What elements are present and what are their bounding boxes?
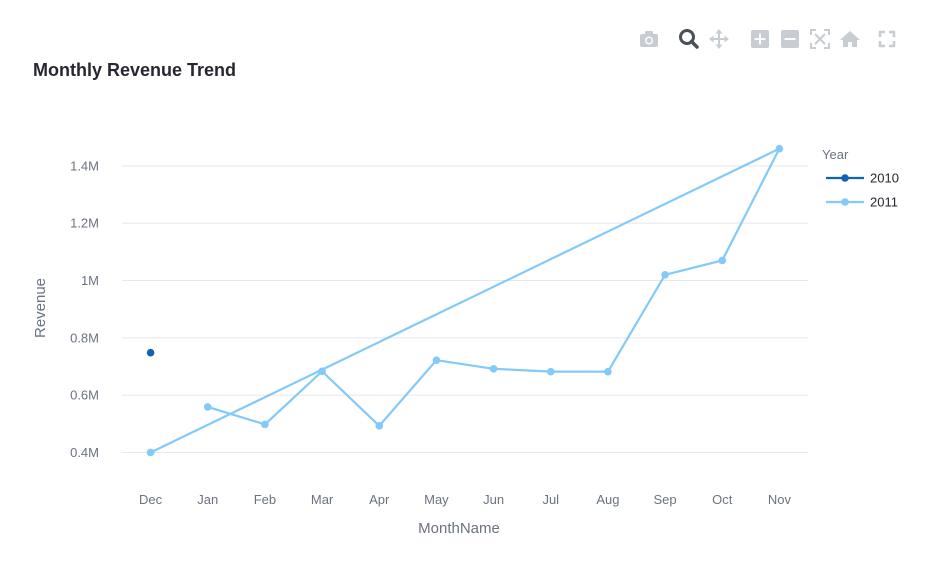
legend-item-2010[interactable]: 2010: [826, 171, 899, 186]
data-point[interactable]: [489, 364, 498, 373]
x-tick-label: Mar: [311, 492, 334, 507]
zoom-icon[interactable]: [676, 26, 702, 52]
series-2011: [146, 144, 784, 457]
y-tick-label: 1.4M: [70, 158, 99, 173]
data-point[interactable]: [718, 256, 727, 265]
series-line: [150, 147, 781, 454]
legend-marker: [841, 174, 849, 182]
y-tick-label: 0.8M: [70, 330, 99, 345]
reset-axes-icon[interactable]: [837, 26, 863, 52]
x-axis-title: MonthName: [418, 520, 500, 537]
x-tick-label: Oct: [712, 492, 733, 507]
y-tick-label: 1.2M: [70, 216, 99, 231]
data-point[interactable]: [261, 420, 269, 429]
x-tick-label: Jul: [542, 492, 559, 507]
x-tick-label: Aug: [596, 492, 619, 507]
data-point[interactable]: [432, 356, 441, 364]
x-tick-label: May: [424, 492, 449, 507]
legend-title: Year: [822, 147, 849, 162]
data-point[interactable]: [604, 367, 612, 376]
series-2010: [146, 348, 155, 357]
legend-label: 2010: [870, 171, 899, 186]
legend-marker: [841, 198, 849, 206]
y-tick-label: 0.4M: [70, 445, 99, 460]
data-point[interactable]: [318, 367, 326, 376]
chart-title: Monthly Revenue Trend: [33, 60, 237, 80]
zoom-out-icon[interactable]: [777, 26, 803, 52]
pan-icon[interactable]: [706, 26, 732, 52]
legend-item-2011[interactable]: 2011: [826, 195, 898, 210]
x-tick-label: Nov: [768, 492, 792, 507]
x-tick-label: Jan: [197, 492, 218, 507]
y-axis-title: Revenue: [32, 278, 49, 338]
x-tick-label: Feb: [254, 492, 276, 507]
camera-icon[interactable]: [636, 26, 662, 52]
legend-label: 2011: [870, 195, 898, 210]
y-tick-label: 0.6M: [70, 388, 99, 403]
x-tick-label: Sep: [654, 492, 677, 507]
x-tick-label: Jun: [483, 492, 504, 507]
autoscale-icon[interactable]: [807, 26, 833, 52]
x-tick-label: Apr: [369, 492, 390, 507]
modebar: [636, 26, 906, 52]
legend: Year 2010 2011: [822, 147, 899, 210]
x-tick-label: Dec: [139, 492, 163, 507]
data-point[interactable]: [775, 144, 784, 153]
zoom-in-icon[interactable]: [747, 26, 773, 52]
fullscreen-icon[interactable]: [874, 26, 900, 52]
data-point[interactable]: [661, 270, 669, 279]
data-point[interactable]: [203, 403, 212, 411]
data-point[interactable]: [146, 448, 155, 457]
data-point[interactable]: [375, 422, 384, 430]
y-tick-label: 1M: [81, 273, 99, 288]
data-point[interactable]: [546, 367, 555, 376]
data-point[interactable]: [146, 348, 155, 357]
